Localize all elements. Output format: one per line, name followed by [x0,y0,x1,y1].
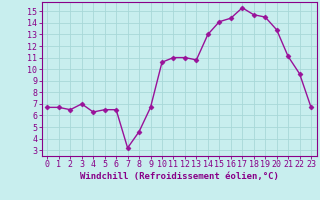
X-axis label: Windchill (Refroidissement éolien,°C): Windchill (Refroidissement éolien,°C) [80,172,279,181]
